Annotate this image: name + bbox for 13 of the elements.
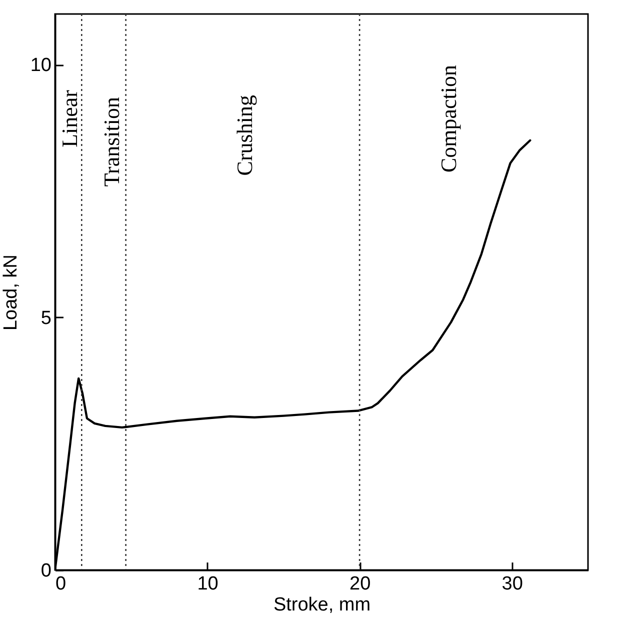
y-tick-label: 5 — [40, 308, 52, 329]
annotation: Crushing — [232, 95, 257, 176]
y-tick-label: 10 — [30, 55, 52, 76]
x-tick-label: 30 — [502, 574, 523, 594]
annotation: Linear — [57, 89, 82, 148]
y-tick-label: 0 — [40, 560, 52, 582]
x-tick-label: 0 — [56, 574, 66, 594]
x-tick-label: 20 — [350, 574, 371, 594]
y-axis-title: Load, kN — [0, 254, 22, 331]
x-axis-title: Stroke, mm — [273, 594, 371, 616]
annotation: Transition — [99, 97, 124, 187]
x-tick-label: 10 — [197, 574, 218, 594]
annotation: Compaction — [436, 65, 461, 173]
